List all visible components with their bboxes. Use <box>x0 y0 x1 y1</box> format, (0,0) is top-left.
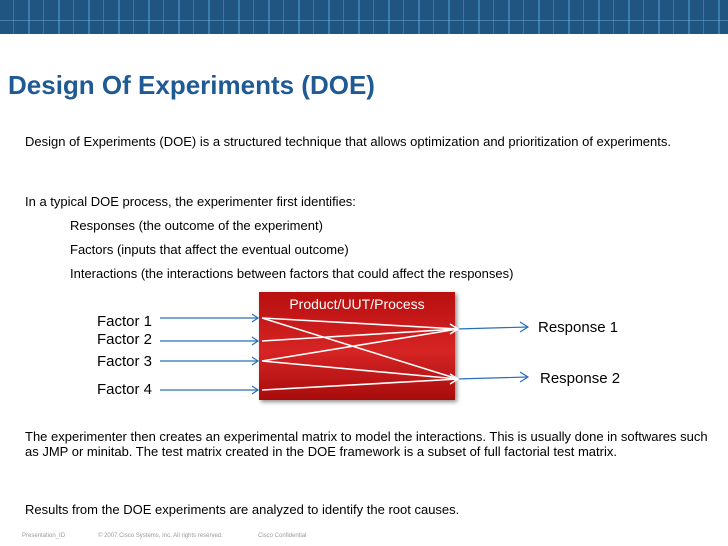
response-1-line <box>455 326 529 330</box>
footer-presentation-id: Presentation_ID <box>22 533 66 539</box>
header-pattern <box>0 0 728 34</box>
matrix-paragraph: The experimenter then creates an experim… <box>25 429 708 459</box>
factor-2-label: Factor 2 <box>97 331 153 348</box>
interaction-f3-r2 <box>261 360 459 380</box>
factor-1-label: Factor 1 <box>97 313 153 330</box>
interaction-f3-r1 <box>261 328 459 362</box>
footer-confidential: Cisco Confidential <box>258 533 307 539</box>
interaction-f1-r1 <box>261 317 459 330</box>
response-2-line <box>455 376 529 380</box>
factor-1-arrowhead <box>251 313 260 323</box>
response-1-arrowhead <box>519 321 530 333</box>
intro-paragraph: Design of Experiments (DOE) is a structu… <box>25 134 671 149</box>
process-box-label: Product/UUT/Process <box>289 296 425 312</box>
footer-copyright: © 2007 Cisco Systems, Inc. All rights re… <box>98 533 223 539</box>
factor-4-label: Factor 4 <box>97 381 153 398</box>
bullet-responses: Responses (the outcome of the experiment… <box>70 218 323 233</box>
interaction-f2-r1 <box>261 328 459 342</box>
interaction-arrowhead-2 <box>449 373 460 385</box>
results-paragraph: Results from the DOE experiments are ana… <box>25 502 460 517</box>
header-bar <box>0 0 728 34</box>
factor-2-arrowhead <box>251 336 260 346</box>
slide-title: Design Of Experiments (DOE) <box>8 70 375 100</box>
factor-3-label: Factor 3 <box>97 353 153 370</box>
bullet-interactions: Interactions (the interactions between f… <box>70 266 514 281</box>
response-2-label: Response 2 <box>540 370 621 387</box>
response-2-arrowhead <box>519 371 530 383</box>
connector-group <box>160 313 530 395</box>
identifies-intro: In a typical DOE process, the experiment… <box>25 194 356 209</box>
bullet-factors: Factors (inputs that affect the eventual… <box>70 242 349 257</box>
response-1-label: Response 1 <box>538 319 619 336</box>
interaction-lines <box>261 317 460 391</box>
interaction-arrowhead-1 <box>449 323 460 335</box>
interaction-f1-r2 <box>261 317 459 380</box>
interaction-f4-r2 <box>261 378 459 391</box>
factor-4-arrowhead <box>251 385 260 395</box>
factor-3-arrowhead <box>251 356 260 366</box>
